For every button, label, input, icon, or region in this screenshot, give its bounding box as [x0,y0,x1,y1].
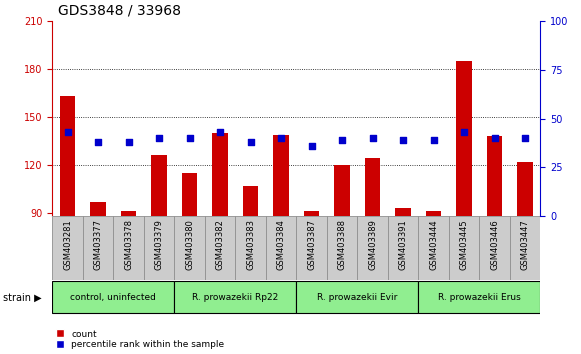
FancyBboxPatch shape [479,216,510,280]
Text: GSM403383: GSM403383 [246,219,255,270]
Text: GSM403382: GSM403382 [216,219,224,270]
Text: GSM403391: GSM403391 [399,219,407,270]
FancyBboxPatch shape [510,216,540,280]
Text: GDS3848 / 33968: GDS3848 / 33968 [58,4,181,18]
FancyBboxPatch shape [83,216,113,280]
Bar [335,165,350,216]
Bar [365,159,380,216]
FancyBboxPatch shape [52,216,83,280]
Point [63,129,72,135]
Bar [91,201,106,216]
Text: GSM403388: GSM403388 [338,219,346,270]
Point [277,135,286,141]
Text: strain ▶: strain ▶ [3,292,41,302]
FancyBboxPatch shape [327,216,357,280]
Bar [274,135,289,216]
FancyBboxPatch shape [205,216,235,280]
Bar [152,155,167,216]
FancyBboxPatch shape [388,216,418,280]
Text: GSM403378: GSM403378 [124,219,133,270]
Point [246,139,255,145]
Point [216,129,225,135]
Point [399,137,408,143]
Point [124,139,133,145]
Point [490,135,499,141]
FancyBboxPatch shape [174,281,296,313]
Point [155,135,164,141]
FancyBboxPatch shape [418,281,540,313]
Point [185,135,194,141]
FancyBboxPatch shape [174,216,205,280]
Text: R. prowazekii Rp22: R. prowazekii Rp22 [192,293,278,302]
FancyBboxPatch shape [144,216,174,280]
Point [338,137,347,143]
Bar [396,208,411,216]
Point [307,143,316,149]
Point [368,135,377,141]
Text: GSM403377: GSM403377 [94,219,102,270]
Text: control, uninfected: control, uninfected [70,293,156,302]
FancyBboxPatch shape [418,216,449,280]
FancyBboxPatch shape [235,216,266,280]
Bar [518,162,533,216]
FancyBboxPatch shape [296,281,418,313]
Text: R. prowazekii Erus: R. prowazekii Erus [438,293,521,302]
Text: GSM403384: GSM403384 [277,219,285,270]
FancyBboxPatch shape [357,216,388,280]
Bar [487,136,502,216]
Text: GSM403389: GSM403389 [368,219,377,270]
FancyBboxPatch shape [113,216,144,280]
Text: GSM403380: GSM403380 [185,219,194,270]
FancyBboxPatch shape [266,216,296,280]
Bar [121,211,136,216]
Text: GSM403447: GSM403447 [521,219,529,270]
Text: GSM403379: GSM403379 [155,219,163,270]
Bar [457,61,472,216]
FancyBboxPatch shape [52,281,174,313]
Bar [182,173,197,216]
Bar [304,211,319,216]
FancyBboxPatch shape [449,216,479,280]
Text: GSM403446: GSM403446 [490,219,499,270]
Point [429,137,438,143]
Bar [213,133,228,216]
Point [94,139,103,145]
Legend: count, percentile rank within the sample: count, percentile rank within the sample [57,330,224,349]
Text: R. prowazekii Evir: R. prowazekii Evir [317,293,397,302]
Text: GSM403281: GSM403281 [63,219,72,270]
Text: GSM403445: GSM403445 [460,219,468,270]
FancyBboxPatch shape [296,216,327,280]
Text: GSM403444: GSM403444 [429,219,438,270]
Text: GSM403387: GSM403387 [307,219,316,270]
Point [521,135,530,141]
Bar [426,211,441,216]
Bar [243,185,258,216]
Point [460,129,469,135]
Bar [60,96,75,216]
